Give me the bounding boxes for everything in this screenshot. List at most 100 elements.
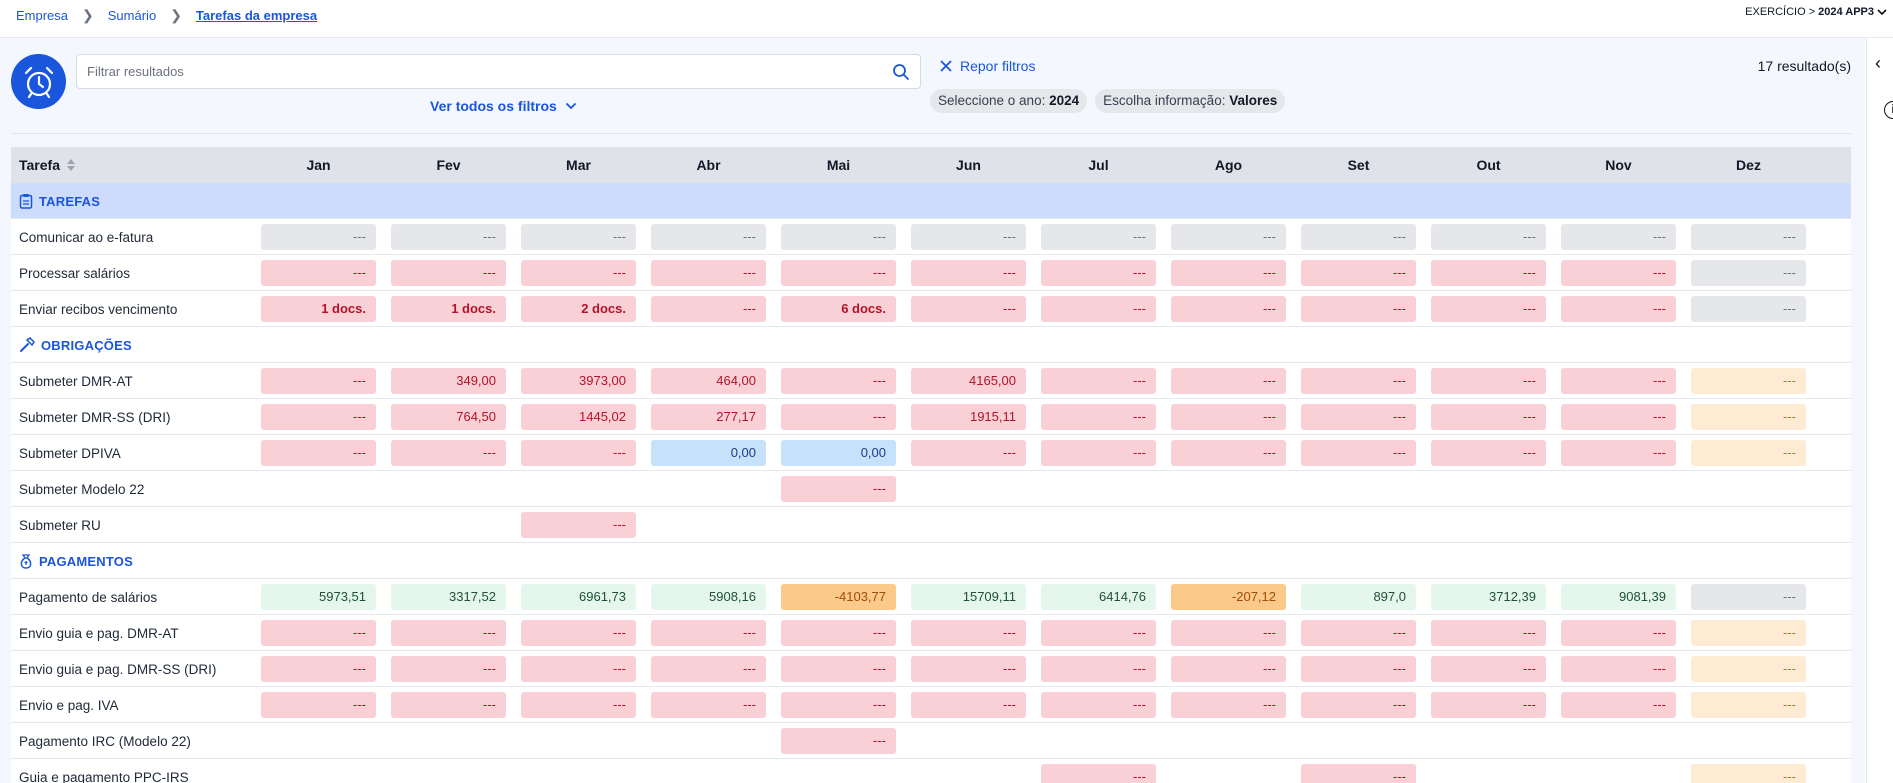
- month-cell-out[interactable]: ---: [1431, 368, 1546, 394]
- month-cell-jun[interactable]: ---: [911, 440, 1026, 466]
- table-row[interactable]: Envio guia e pag. DMR-SS (DRI) --- --- --- -…: [11, 651, 1851, 687]
- month-cell-dez[interactable]: ---: [1691, 440, 1806, 466]
- table-row[interactable]: Guia e pagamento PPC-IRS --- --- ---: [11, 759, 1851, 783]
- month-cell-jul[interactable]: ---: [1041, 224, 1156, 250]
- month-cell-set[interactable]: ---: [1301, 620, 1416, 646]
- month-cell-ago[interactable]: ---: [1171, 620, 1286, 646]
- table-row[interactable]: Pagamento de salários 5973,51 3317,52 6961,…: [11, 579, 1851, 615]
- month-cell-mai[interactable]: -4103,77: [781, 584, 896, 610]
- month-cell-ago[interactable]: ---: [1171, 656, 1286, 682]
- month-cell-fev[interactable]: ---: [391, 692, 506, 718]
- month-cell-jun[interactable]: ---: [911, 620, 1026, 646]
- month-cell-out[interactable]: ---: [1431, 296, 1546, 322]
- month-cell-dez[interactable]: ---: [1691, 692, 1806, 718]
- month-cell-mai[interactable]: ---: [781, 476, 896, 502]
- month-cell-ago[interactable]: ---: [1171, 404, 1286, 430]
- month-cell-set[interactable]: ---: [1301, 224, 1416, 250]
- month-cell-mai[interactable]: 0,00: [781, 440, 896, 466]
- month-cell-nov[interactable]: ---: [1561, 656, 1676, 682]
- table-row[interactable]: Enviar recibos vencimento 1 docs. 1 docs. 2…: [11, 291, 1851, 327]
- month-cell-dez[interactable]: ---: [1691, 584, 1806, 610]
- month-cell-set[interactable]: ---: [1301, 656, 1416, 682]
- table-row[interactable]: Pagamento IRC (Modelo 22) ---: [11, 723, 1851, 759]
- month-cell-set[interactable]: ---: [1301, 692, 1416, 718]
- month-cell-jan[interactable]: ---: [261, 656, 376, 682]
- month-cell-mar[interactable]: 1445,02: [521, 404, 636, 430]
- month-cell-nov[interactable]: ---: [1561, 404, 1676, 430]
- month-cell-fev[interactable]: ---: [391, 620, 506, 646]
- month-cell-nov[interactable]: ---: [1561, 224, 1676, 250]
- month-cell-jul[interactable]: 6414,76: [1041, 584, 1156, 610]
- month-cell-out[interactable]: ---: [1431, 404, 1546, 430]
- month-cell-dez[interactable]: ---: [1691, 656, 1806, 682]
- month-cell-ago[interactable]: ---: [1171, 368, 1286, 394]
- month-cell-nov[interactable]: ---: [1561, 620, 1676, 646]
- month-cell-jan[interactable]: ---: [261, 692, 376, 718]
- month-cell-jun[interactable]: ---: [911, 224, 1026, 250]
- month-cell-jan[interactable]: ---: [261, 620, 376, 646]
- reset-filters-button[interactable]: Repor filtros: [940, 58, 1035, 74]
- table-row[interactable]: Envio e pag. IVA --- --- --- --- --- --- --- ---…: [11, 687, 1851, 723]
- month-cell-dez[interactable]: ---: [1691, 404, 1806, 430]
- month-cell-jul[interactable]: ---: [1041, 692, 1156, 718]
- month-cell-jan[interactable]: ---: [261, 260, 376, 286]
- month-cell-abr[interactable]: ---: [651, 224, 766, 250]
- month-cell-jul[interactable]: ---: [1041, 368, 1156, 394]
- month-cell-mai[interactable]: ---: [781, 656, 896, 682]
- month-cell-ago[interactable]: ---: [1171, 224, 1286, 250]
- month-cell-fev[interactable]: ---: [391, 260, 506, 286]
- month-cell-fev[interactable]: 349,00: [391, 368, 506, 394]
- month-cell-mar[interactable]: 3973,00: [521, 368, 636, 394]
- month-cell-jun[interactable]: ---: [911, 656, 1026, 682]
- year-filter-chip[interactable]: Seleccione o ano: 2024: [930, 89, 1088, 113]
- chevron-left-icon[interactable]: ‹: [1875, 53, 1881, 73]
- month-cell-out[interactable]: ---: [1431, 440, 1546, 466]
- month-cell-ago[interactable]: ---: [1171, 692, 1286, 718]
- task-column-header[interactable]: Tarefa: [19, 157, 76, 173]
- month-cell-mai[interactable]: 6 docs.: [781, 296, 896, 322]
- table-row[interactable]: Processar salários --- --- --- --- --- --- --- -…: [11, 255, 1851, 291]
- month-cell-set[interactable]: ---: [1301, 368, 1416, 394]
- table-row[interactable]: Submeter RU ---: [11, 507, 1851, 543]
- table-row[interactable]: Submeter DMR-AT --- 349,00 3973,00 464,00 ---…: [11, 363, 1851, 399]
- month-cell-nov[interactable]: ---: [1561, 296, 1676, 322]
- month-cell-mai[interactable]: ---: [781, 620, 896, 646]
- month-cell-abr[interactable]: 5908,16: [651, 584, 766, 610]
- month-cell-jun[interactable]: 4165,00: [911, 368, 1026, 394]
- month-cell-out[interactable]: ---: [1431, 260, 1546, 286]
- month-cell-fev[interactable]: ---: [391, 440, 506, 466]
- month-cell-jul[interactable]: ---: [1041, 404, 1156, 430]
- search-icon[interactable]: [892, 63, 910, 86]
- month-cell-abr[interactable]: 464,00: [651, 368, 766, 394]
- month-cell-jan[interactable]: ---: [261, 404, 376, 430]
- month-cell-mai[interactable]: ---: [781, 728, 896, 754]
- month-cell-jun[interactable]: ---: [911, 260, 1026, 286]
- breadcrumb-empresa[interactable]: Empresa: [16, 8, 69, 23]
- month-cell-out[interactable]: ---: [1431, 656, 1546, 682]
- month-cell-dez[interactable]: ---: [1691, 224, 1806, 250]
- month-cell-out[interactable]: ---: [1431, 692, 1546, 718]
- month-cell-mai[interactable]: ---: [781, 692, 896, 718]
- month-cell-jan[interactable]: 5973,51: [261, 584, 376, 610]
- month-cell-set[interactable]: 897,0: [1301, 584, 1416, 610]
- month-cell-nov[interactable]: ---: [1561, 260, 1676, 286]
- month-cell-jul[interactable]: ---: [1041, 296, 1156, 322]
- month-cell-jul[interactable]: ---: [1041, 656, 1156, 682]
- month-cell-jul[interactable]: ---: [1041, 440, 1156, 466]
- month-cell-set[interactable]: ---: [1301, 296, 1416, 322]
- month-cell-jan[interactable]: ---: [261, 440, 376, 466]
- month-cell-fev[interactable]: ---: [391, 656, 506, 682]
- search-input[interactable]: [77, 55, 857, 88]
- month-cell-out[interactable]: 3712,39: [1431, 584, 1546, 610]
- month-cell-abr[interactable]: ---: [651, 692, 766, 718]
- month-cell-jul[interactable]: ---: [1041, 260, 1156, 286]
- month-cell-dez[interactable]: ---: [1691, 368, 1806, 394]
- month-cell-abr[interactable]: ---: [651, 260, 766, 286]
- month-cell-ago[interactable]: ---: [1171, 440, 1286, 466]
- month-cell-abr[interactable]: ---: [651, 656, 766, 682]
- month-cell-jul[interactable]: ---: [1041, 764, 1156, 783]
- month-cell-jan[interactable]: ---: [261, 224, 376, 250]
- sort-icon[interactable]: [66, 158, 76, 172]
- month-cell-mar[interactable]: ---: [521, 224, 636, 250]
- month-cell-mai[interactable]: ---: [781, 368, 896, 394]
